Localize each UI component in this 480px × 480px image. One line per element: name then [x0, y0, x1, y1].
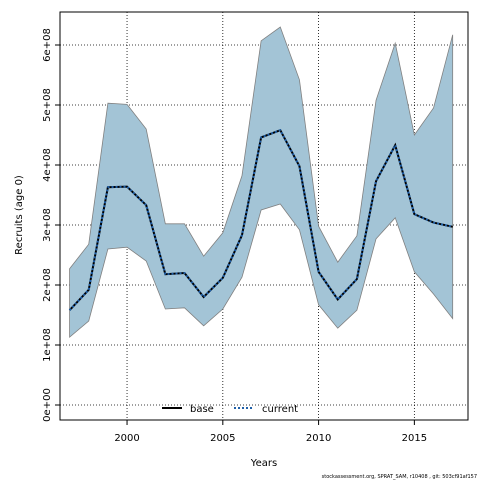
y-tick-label-0: 0e+00 [42, 388, 53, 422]
legend-label-current: current [262, 404, 298, 415]
y-axis-ticks: 0e+00 1e+08 2e+08 3e+08 4e+08 5e+08 6e+08 [42, 28, 60, 422]
x-tick-label-1: 2005 [210, 433, 235, 444]
y-tick-label-2: 2e+08 [42, 268, 53, 302]
y-tick-label-4: 4e+08 [42, 148, 53, 182]
y-tick-label-3: 3e+08 [42, 208, 53, 242]
y-tick-label-5: 5e+08 [42, 88, 53, 122]
confidence-band [69, 26, 454, 339]
footer-note: stockassessment.org, SPRAT_SAM, r10408 ,… [322, 474, 477, 480]
legend: base current [162, 404, 298, 415]
x-axis-label: Years [250, 458, 277, 469]
x-tick-label-0: 2000 [114, 433, 139, 444]
y-tick-label-1: 1e+08 [42, 328, 53, 362]
y-tick-label-6: 6e+08 [42, 28, 53, 62]
legend-label-base: base [190, 404, 214, 415]
x-tick-label-3: 2015 [402, 433, 427, 444]
y-axis-label: Recruits (age 0) [14, 175, 25, 255]
x-tick-label-2: 2010 [306, 433, 331, 444]
plot-frame [59, 11, 469, 421]
x-axis-ticks: 2000 2005 2010 2015 [114, 420, 427, 444]
series-line-current [68, 128, 453, 311]
